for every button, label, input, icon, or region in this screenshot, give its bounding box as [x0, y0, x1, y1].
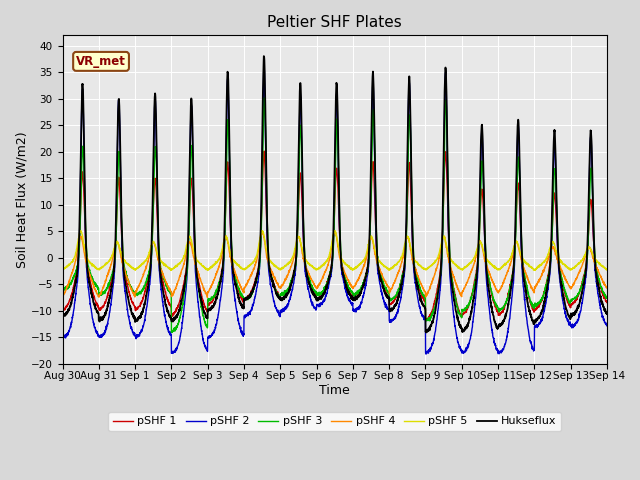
pSHF 1 [534, 304, 542, 310]
Line: pSHF 1: pSHF 1 [63, 151, 607, 321]
pSHF 2 [153, 175, 161, 180]
pSHF 4 [59, 295, 67, 300]
pSHF 4 [534, 280, 542, 286]
pSHF 2 [603, 323, 611, 329]
Text: VR_met: VR_met [76, 55, 126, 68]
pSHF 1 [603, 300, 611, 305]
pSHF 5 [167, 267, 175, 273]
pSHF 3 [603, 294, 611, 300]
Hukseflux [153, 163, 161, 169]
pSHF 4 [331, 228, 339, 234]
Hukseflux [59, 312, 67, 318]
Line: pSHF 5: pSHF 5 [63, 231, 607, 270]
Hukseflux [603, 311, 611, 316]
Hukseflux [260, 53, 268, 59]
pSHF 1 [268, 274, 275, 279]
pSHF 3 [268, 275, 275, 281]
pSHF 3 [153, 178, 161, 183]
pSHF 3 [168, 329, 176, 335]
X-axis label: Time: Time [319, 384, 350, 397]
pSHF 4 [121, 267, 129, 273]
pSHF 5 [603, 266, 611, 272]
pSHF 1 [260, 148, 268, 154]
pSHF 3 [534, 300, 542, 305]
pSHF 3 [291, 263, 299, 269]
pSHF 5 [593, 258, 600, 264]
pSHF 2 [268, 285, 275, 291]
Line: pSHF 3: pSHF 3 [63, 98, 607, 332]
pSHF 5 [534, 263, 542, 269]
pSHF 1 [291, 264, 299, 269]
pSHF 1 [422, 318, 429, 324]
pSHF 5 [59, 267, 67, 273]
pSHF 3 [593, 267, 600, 273]
Hukseflux [291, 265, 299, 271]
pSHF 5 [268, 260, 275, 266]
pSHF 5 [121, 257, 129, 263]
Hukseflux [121, 275, 129, 281]
pSHF 2 [121, 285, 129, 291]
pSHF 1 [593, 267, 600, 273]
pSHF 3 [59, 288, 67, 293]
pSHF 1 [59, 306, 67, 312]
pSHF 4 [603, 285, 611, 291]
pSHF 5 [291, 244, 299, 250]
Hukseflux [422, 330, 430, 336]
pSHF 2 [260, 63, 268, 69]
pSHF 1 [121, 268, 129, 274]
Legend: pSHF 1, pSHF 2, pSHF 3, pSHF 4, pSHF 5, Hukseflux: pSHF 1, pSHF 2, pSHF 3, pSHF 4, pSHF 5, … [108, 412, 561, 431]
pSHF 2 [59, 336, 67, 341]
Hukseflux [593, 273, 600, 279]
Title: Peltier SHF Plates: Peltier SHF Plates [268, 15, 402, 30]
pSHF 2 [291, 272, 299, 278]
pSHF 3 [121, 265, 129, 271]
pSHF 4 [153, 253, 161, 259]
pSHF 4 [593, 265, 600, 271]
pSHF 2 [422, 351, 430, 357]
Line: Hukseflux: Hukseflux [63, 56, 607, 333]
pSHF 4 [59, 293, 67, 299]
Hukseflux [534, 315, 542, 321]
Hukseflux [268, 277, 275, 283]
pSHF 5 [77, 228, 84, 234]
pSHF 4 [291, 248, 299, 254]
pSHF 2 [534, 323, 542, 328]
Y-axis label: Soil Heat Flux (W/m2): Soil Heat Flux (W/m2) [15, 131, 28, 268]
Line: pSHF 2: pSHF 2 [63, 66, 607, 354]
pSHF 3 [260, 95, 268, 101]
pSHF 1 [153, 206, 161, 212]
Line: pSHF 4: pSHF 4 [63, 231, 607, 298]
pSHF 2 [593, 281, 600, 287]
pSHF 4 [268, 268, 275, 274]
pSHF 5 [153, 250, 161, 255]
